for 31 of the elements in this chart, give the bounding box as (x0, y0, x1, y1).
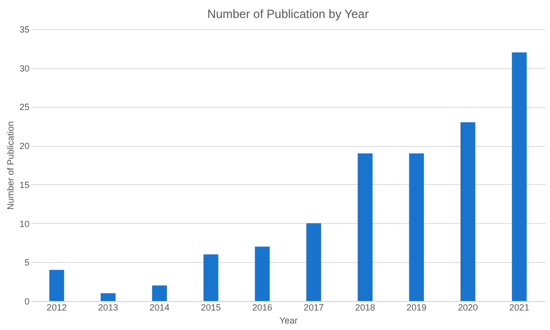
chart-title: Number of Publication by Year (207, 7, 369, 21)
bar (409, 153, 424, 301)
x-tick-label: 2013 (98, 302, 118, 312)
bar (306, 223, 322, 301)
bar (100, 293, 116, 301)
y-axis-title: Number of Publication (5, 121, 16, 210)
bar (358, 153, 372, 301)
x-tick-label: 2020 (458, 302, 478, 312)
y-tick-label: 20 (19, 141, 30, 152)
y-tick-label: 25 (19, 102, 30, 112)
bar (512, 52, 527, 301)
bar (152, 285, 167, 301)
bar (460, 122, 476, 301)
x-tick-label: 2019 (406, 302, 427, 312)
x-tick-label: 2021 (509, 302, 530, 312)
x-tick-label: 2018 (355, 302, 376, 312)
y-tick-label: 10 (19, 218, 30, 229)
y-tick-label: 5 (24, 258, 30, 268)
bar (49, 270, 64, 301)
bar (204, 254, 218, 301)
x-tick-label: 2017 (304, 302, 324, 312)
y-tick-label: 15 (19, 180, 30, 190)
x-tick-label: 2016 (252, 302, 272, 312)
x-axis-title: Year (279, 316, 298, 326)
y-tick-label: 30 (19, 63, 30, 74)
y-tick-label: 0 (24, 296, 30, 306)
y-tick-label: 35 (19, 24, 30, 34)
x-tick-label: 2015 (200, 302, 221, 312)
bar (254, 246, 270, 301)
x-tick-label: 2014 (149, 302, 170, 312)
x-tick-label: 2012 (46, 302, 67, 312)
